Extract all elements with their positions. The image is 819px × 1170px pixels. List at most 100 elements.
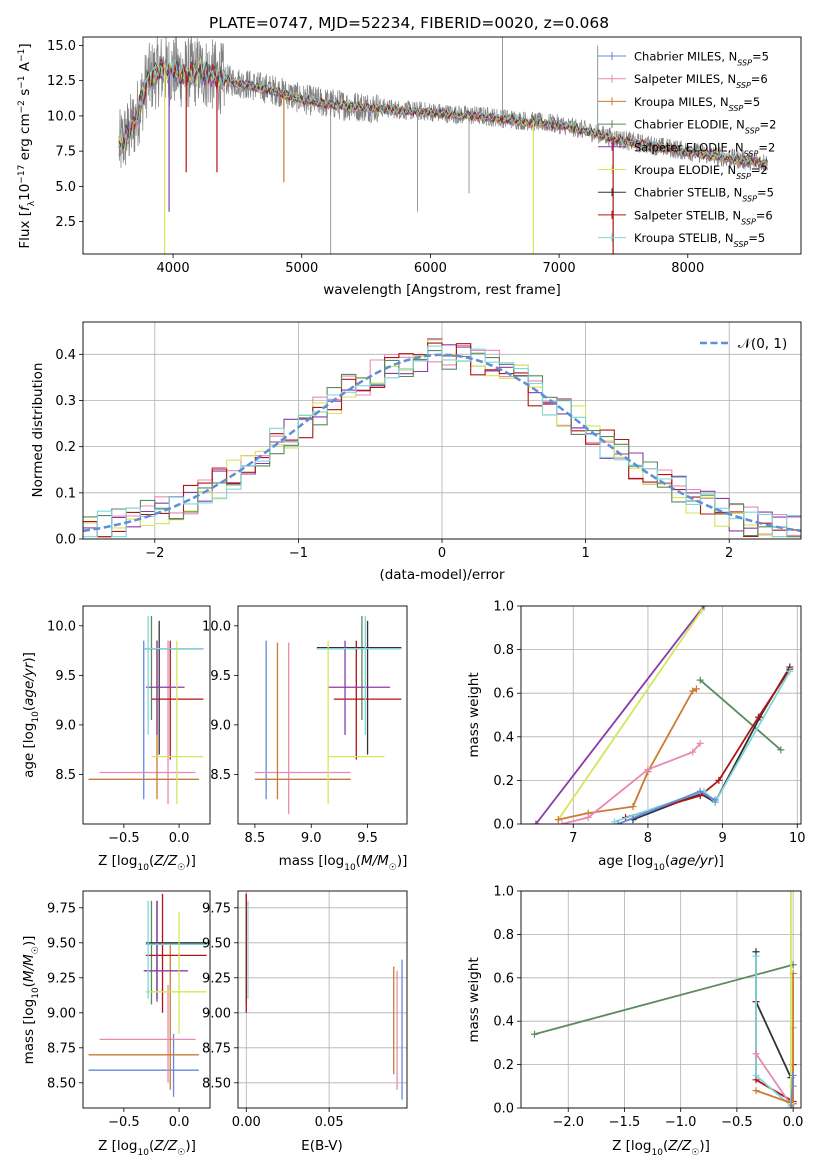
z-mass-ytick-label: 9.50 — [47, 936, 76, 951]
spectrum-xtick-label: 8000 — [671, 261, 704, 276]
z-weight-ytick-label: 0.0 — [493, 1102, 514, 1117]
mass-age-ytick-label: 8.5 — [210, 768, 231, 783]
age-weight-point-marker — [558, 820, 566, 824]
residuals-ytick-label: 0.2 — [55, 440, 76, 455]
z-weight-point-marker — [787, 891, 795, 895]
mass-age-xtick-label: 8.5 — [245, 831, 266, 846]
z-mass-ytick-label: 8.50 — [47, 1076, 76, 1091]
spectrum-title: PLATE=0747, MJD=52234, FIBERID=0020, z=0… — [209, 14, 609, 32]
age-weight-point-marker — [696, 787, 704, 795]
ebv-mass-xtick-label: 0.05 — [315, 1115, 344, 1130]
ebv-mass-ytick-label: 9.50 — [202, 936, 231, 951]
age-weight-ytick-label: 0.2 — [493, 774, 514, 789]
age-weight-xtick-label: 7 — [569, 831, 577, 846]
z-weight-series-line — [755, 1027, 794, 1108]
z-weight-ylabel: mass weight — [466, 957, 482, 1042]
z-weight-xtick-label: 0.0 — [783, 1115, 804, 1130]
z-age-ytick-label: 9.5 — [55, 669, 76, 684]
age-weight-ytick-label: 1.0 — [493, 600, 514, 615]
age-weight-point-marker — [584, 813, 592, 821]
age-weight-ylabel: mass weight — [466, 672, 482, 757]
z-mass-ylabel: mass [log10(M/M☉)] — [21, 936, 41, 1065]
mass-age-frame — [237, 605, 408, 825]
z-weight-xtick-label: −2.0 — [552, 1115, 584, 1130]
residuals-ytick-label: 0.4 — [55, 348, 76, 363]
z-weight-point-marker — [752, 1071, 760, 1079]
age-weight-xlabel: age [log10(age/yr)] — [598, 853, 724, 873]
age-weight-point-marker — [629, 803, 637, 811]
age-weight-point-marker — [610, 818, 618, 824]
age-weight-point-marker — [696, 676, 704, 684]
age-weight-ytick-label: 0.8 — [493, 643, 514, 658]
spectrum-model-line — [118, 60, 768, 167]
legend-label: Kroupa STELIB, NSSP=5 — [634, 231, 765, 249]
age-weight-frame — [520, 605, 802, 825]
z-age-xtick-label: −0.5 — [108, 831, 140, 846]
age-weight-series-line — [557, 609, 703, 821]
spectrum-xtick-label: 6000 — [414, 261, 447, 276]
z-weight-frame — [520, 890, 802, 1109]
mass-age-xlabel: mass [log10(M/M☉)] — [279, 853, 408, 873]
z-age-xtick-label: 0.0 — [169, 831, 190, 846]
z-weight-ytick-label: 0.4 — [493, 1015, 514, 1030]
residuals-ytick-label: 0.0 — [55, 533, 76, 548]
age-weight-xtick-label: 9 — [718, 831, 726, 846]
residuals-xtick-label: 1 — [581, 546, 589, 561]
spectrum-xtick-label: 5000 — [285, 261, 318, 276]
residuals-xtick-label: 0 — [438, 546, 446, 561]
z-weight-point-marker — [752, 1050, 760, 1058]
ebv-mass-ytick-label: 9.75 — [202, 901, 231, 916]
age-weight-point-marker — [696, 739, 704, 747]
mass-age-ytick-label: 10.0 — [202, 619, 231, 634]
legend-label: Chabrier ELODIE, NSSP=2 — [634, 118, 776, 136]
z-age-ytick-label: 8.5 — [55, 768, 76, 783]
residuals-ytick-label: 0.1 — [55, 486, 76, 501]
mass-age-ytick-label: 9.5 — [210, 669, 231, 684]
z-weight-point-marker — [530, 1030, 538, 1038]
age-weight-point-marker — [689, 748, 697, 756]
spectrum-ytick-label: 15.0 — [47, 39, 76, 54]
legend-label: Chabrier MILES, NSSP=5 — [634, 50, 769, 68]
z-mass-ytick-label: 9.00 — [47, 1006, 76, 1021]
residuals-xtick-label: 2 — [725, 546, 733, 561]
spectrum-ytick-label: 12.5 — [47, 74, 76, 89]
z-age-axes: −0.5 0.0 8.5 9.0 9.5 10.0 — [47, 619, 189, 846]
z-mass-frame — [82, 890, 211, 1109]
age-weight-ytick-label: 0.6 — [493, 687, 514, 702]
age-weight-series-line — [535, 606, 705, 824]
residuals-xtick-label: −1 — [289, 546, 308, 561]
legend-label: Kroupa ELODIE, NSSP=2 — [634, 163, 768, 181]
z-mass-xtick-label: 0.0 — [169, 1115, 190, 1130]
z-weight-ytick-label: 1.0 — [493, 885, 514, 900]
z-mass-axes: −0.5 0.0 8.50 8.75 9.00 9.25 9.50 9.75 — [47, 901, 189, 1130]
legend-label: Salpeter MILES, NSSP=6 — [634, 72, 768, 90]
ebv-mass-xtick-label: 0.00 — [232, 1115, 261, 1130]
age-weight-series-line — [614, 670, 791, 823]
mass-age-xtick-label: 9.5 — [357, 831, 378, 846]
z-weight-ytick-label: 0.8 — [493, 928, 514, 943]
ebv-mass-xlabel: E(B-V) — [301, 1138, 343, 1154]
ebv-mass-ytick-label: 9.00 — [202, 1006, 231, 1021]
age-weight-point-marker — [786, 667, 794, 675]
spectrum-data-line — [118, 37, 768, 172]
spectrum-axes: 4000 5000 6000 7000 8000 2.5 5.0 7.5 10.0 12.5 15.… — [47, 39, 704, 276]
z-weight-xtick-label: −0.5 — [721, 1115, 753, 1130]
age-weight-point-marker — [614, 820, 622, 824]
age-weight-axes: 7 8 9 10 0.0 0.2 0.4 0.6 0.8 1.0 — [493, 600, 805, 847]
age-weight-point-marker — [777, 746, 785, 754]
spectrum-ytick-label: 7.5 — [55, 145, 76, 160]
spectrum-ytick-label: 10.0 — [47, 109, 76, 124]
age-weight-point-marker — [754, 713, 762, 721]
legend-label: 𝒩(0, 1) — [738, 336, 787, 352]
z-mass-xtick-label: −0.5 — [108, 1115, 140, 1130]
z-age-ylabel: age [log10(age/yr)] — [21, 652, 41, 778]
age-weight-xtick-label: 10 — [789, 831, 806, 846]
z-weight-xtick-label: −1.0 — [665, 1115, 697, 1130]
spectrum-ylabel: Flux [fλ10−17 erg cm−2 s−1 A−1] — [17, 43, 37, 248]
z-weight-point-marker — [752, 1087, 760, 1095]
residual-histogram — [83, 345, 801, 538]
ebv-mass-ytick-label: 9.25 — [202, 971, 231, 986]
residuals-ytick-label: 0.3 — [55, 394, 76, 409]
z-weight-ytick-label: 0.6 — [493, 971, 514, 986]
